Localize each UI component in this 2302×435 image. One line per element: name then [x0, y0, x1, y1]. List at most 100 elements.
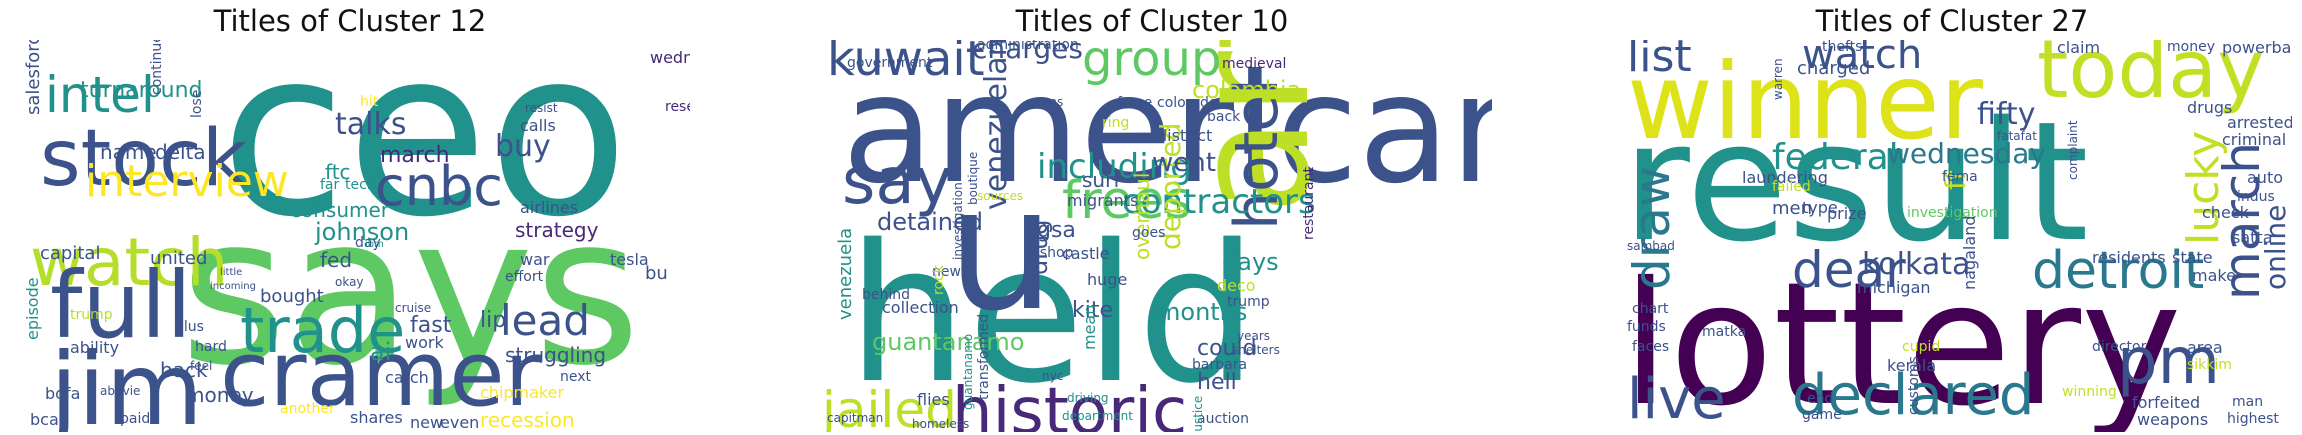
cloud-word: kuwait — [827, 40, 985, 87]
cloud-word: colorado — [1157, 95, 1218, 111]
cloud-word: matka — [1702, 324, 1747, 340]
cloud-word: jailed — [822, 381, 957, 432]
cloud-word: colombia — [1192, 76, 1302, 104]
cloud-word: government — [847, 55, 933, 71]
cloud-word: result — [1622, 86, 2089, 278]
cloud-word: nagaland — [1960, 215, 1979, 290]
cloud-word: work — [405, 333, 444, 352]
cloud-word: ceo — [220, 40, 629, 268]
cloud-word: area — [2187, 338, 2223, 357]
cloud-word: transformed — [976, 313, 992, 400]
cloud-word: frees — [1062, 171, 1192, 231]
cloud-word: new — [932, 264, 961, 280]
cloud-word: warren — [1771, 58, 1785, 100]
cloud-word: opens — [1027, 95, 1064, 109]
cloud-word: kolkata — [1862, 247, 1971, 282]
cloud-word: struggling — [505, 343, 607, 367]
cloud-word: complaint — [2066, 120, 2080, 180]
cloud-word: contractors — [1122, 182, 1316, 222]
cloud-word: force — [1117, 95, 1153, 111]
wordcloud-panel-2: Titles of Cluster 10 american held u art his… — [812, 0, 1492, 435]
cloud-word: arrested — [2227, 113, 2292, 132]
cloud-word: years — [1237, 329, 1271, 343]
cloud-word: restaurant — [1301, 167, 1317, 240]
cloud-word: lead — [500, 296, 590, 345]
cloud-word: war — [520, 250, 550, 269]
cloud-word: huge — [1087, 270, 1128, 289]
cloud-word: name — [100, 140, 157, 164]
cloud-word: recession — [480, 408, 575, 432]
cloud-word: powerball — [2222, 40, 2292, 57]
cloud-word: highest — [2227, 411, 2279, 427]
cloud-word: end — [1807, 391, 1834, 407]
cloud-word: effort — [505, 269, 544, 285]
cloud-word: abbvie — [100, 384, 141, 398]
cloud-word: ring — [1102, 115, 1130, 131]
cloud-word: live — [1627, 367, 1726, 432]
cloud-word: plus — [175, 319, 204, 335]
cloud-word: boutique — [966, 151, 980, 205]
cloud-word: fed — [320, 248, 353, 272]
cloud-word: talks — [335, 107, 407, 142]
cloud-word: claim — [2057, 40, 2101, 57]
cloud-word: money — [2167, 40, 2215, 55]
cloud-word: satta — [2232, 228, 2273, 247]
cloud-word: venezuela — [835, 227, 856, 320]
cloud-word: medieval — [1222, 56, 1287, 72]
cloud-word: salesforce — [23, 40, 44, 115]
cloud-word: trump — [1227, 294, 1270, 310]
cloud-word: department — [1062, 409, 1133, 423]
cloud-word: united — [150, 248, 208, 269]
cloud-word: american — [842, 43, 1492, 217]
cloud-word: strategy — [515, 218, 599, 242]
cloud-word: sikkim — [2187, 357, 2232, 373]
cloud-word: deco — [1217, 276, 1256, 295]
cloud-word: make — [2192, 266, 2236, 285]
cloud-word: draw — [1623, 166, 1681, 290]
cloud-word: paid — [120, 411, 151, 427]
cloud-word: drugs — [2187, 98, 2233, 117]
cloud-word: say — [842, 145, 953, 219]
cloud-word: kite — [1072, 298, 1114, 323]
cloud-word: barbara — [1192, 357, 1248, 373]
word-cloud: result lottery winner today pm declared live de… — [1612, 40, 2292, 432]
cloud-word: behind — [862, 287, 911, 303]
cloud-word: district — [1157, 126, 1213, 145]
cloud-word: ability — [70, 338, 120, 357]
cloud-word: back — [1207, 109, 1241, 125]
cloud-word: held — [847, 204, 1258, 425]
cloud-word: detroit — [2032, 241, 2205, 301]
cloud-word: charged — [1797, 58, 1871, 79]
cloud-word: rock — [931, 265, 947, 295]
cloud-word: went — [1152, 148, 1216, 178]
cloud-word: research — [665, 99, 690, 115]
cloud-word: faces — [1632, 339, 1670, 355]
wordcloud-panel-3: Titles of Cluster 27 result lottery winner… — [1612, 0, 2292, 435]
cloud-word: march — [380, 143, 450, 168]
cloud-word: trade — [240, 294, 406, 367]
cloud-word: u — [947, 151, 1055, 349]
cloud-word: homeless — [912, 417, 970, 431]
cloud-word: capitman — [827, 411, 884, 425]
cloud-word: residents — [2092, 248, 2166, 267]
cloud-word: cramer — [220, 322, 542, 427]
cloud-word: winner — [1627, 41, 1983, 163]
cloud-word: ai — [370, 338, 392, 366]
cloud-word: bought — [260, 286, 324, 307]
cloud-word: cruise — [395, 301, 432, 315]
cloud-word: failed — [1772, 179, 1811, 195]
cloud-word: detained — [877, 208, 983, 236]
cloud-word: historic — [952, 375, 1188, 432]
word-cloud: ceo says jim cramer stock watch full trade intel… — [10, 40, 690, 432]
cloud-word: funds — [1627, 319, 1666, 335]
cloud-word: collection — [882, 298, 959, 317]
cloud-word: justice — [1191, 395, 1205, 432]
cloud-word: including — [1037, 147, 1192, 187]
cloud-word: lucky — [2178, 130, 2229, 245]
cloud-word: lip — [480, 308, 507, 333]
cloud-word: another — [280, 401, 335, 417]
cloud-word: list — [1627, 40, 1692, 82]
cloud-word: declared — [1792, 363, 2035, 428]
cloud-word: investigation — [951, 182, 965, 260]
cloud-word: gsa — [1037, 218, 1076, 243]
